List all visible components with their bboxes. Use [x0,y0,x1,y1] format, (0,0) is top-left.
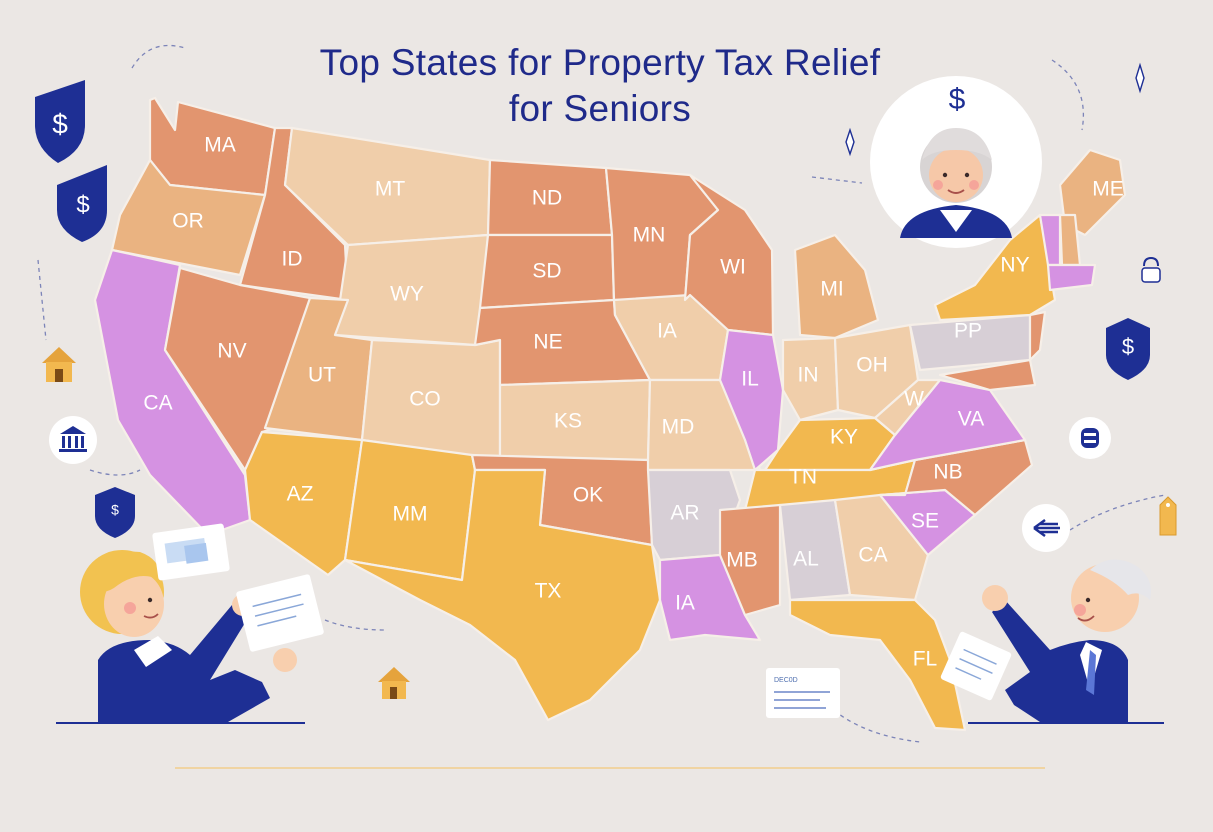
state-label: MD [662,416,695,439]
state-label: ND [532,187,562,210]
state-label: OR [172,210,204,233]
state-fl [788,598,967,732]
state-ms [718,503,782,617]
state-label: ID [282,248,303,271]
state-label: NY [1000,254,1029,277]
state-label: CA [143,392,172,415]
state-label: AR [670,502,699,525]
dollar-shield-icon: $ [57,165,107,242]
state-label: NV [217,340,246,363]
title-line-1: Top States for Property Tax Relief [319,42,881,83]
state-label: OK [573,484,603,507]
state-label: MA [204,134,236,157]
state-label: MT [375,178,405,201]
state-md2 [938,358,1037,392]
state-label: AL [793,548,819,571]
svg-text:$: $ [949,83,966,116]
svg-text:DEC0D: DEC0D [774,677,798,684]
state-wi [683,173,775,337]
svg-text:$: $ [111,502,119,518]
state-label: MN [633,224,666,247]
state-wv [873,378,942,437]
house-icon [42,347,76,382]
svg-text:$: $ [52,108,68,139]
state-mi [793,233,880,340]
senior-man-figure [940,559,1164,724]
state-ma2 [1046,263,1097,292]
state-label: MB [726,549,758,572]
state-label: W [904,388,924,411]
state-label: IN [798,364,819,387]
coin-icon [1069,417,1111,459]
document-icon: DEC0D [766,668,840,718]
state-label: TN [789,466,817,489]
state-label: WY [390,283,424,306]
state-label: CO [409,388,441,411]
state-il [718,328,785,472]
state-label: AZ [287,483,314,506]
bank-icon [49,416,97,464]
state-label: NE [533,331,562,354]
state-label: VA [958,408,984,431]
state-label: MI [820,278,843,301]
state-label: PP [954,320,982,343]
sparkle-icon [845,62,1145,157]
dollar-shield-icon: $ [1106,318,1150,380]
dollar-shield-icon: $ [35,80,85,163]
senior-woman-avatar: $ [870,76,1042,248]
title-line-2: for Seniors [508,88,692,129]
state-label: WI [720,256,746,279]
state-label: FL [913,648,938,671]
price-tag-icon [1159,496,1177,536]
state-label: SD [532,260,561,283]
state-nj [1028,310,1047,362]
state-label: NB [933,461,962,484]
state-label: UT [308,364,336,387]
state-label: OH [856,354,888,377]
state-or [110,158,267,277]
state-label: SE [911,510,939,533]
state-label: KS [554,410,582,433]
state-label: IA [675,592,695,615]
state-label: ME [1092,178,1124,201]
state-label: KY [830,426,858,449]
house-icon [378,667,410,699]
state-ga [833,493,930,602]
dollar-shield-icon: $ [95,487,135,538]
state-label: MM [393,503,428,526]
document-icon [152,523,230,581]
svg-text:$: $ [76,191,89,218]
state-label: TX [535,580,562,603]
state-label: IA [657,320,677,343]
state-label: IL [741,368,759,391]
state-label: CA [858,544,887,567]
svg-text:$: $ [1122,334,1134,359]
state-in [781,336,840,422]
lock-icon [1141,256,1161,283]
arrow-left-icon [1022,504,1070,552]
document-icon [236,574,324,652]
state-tx [343,468,662,722]
